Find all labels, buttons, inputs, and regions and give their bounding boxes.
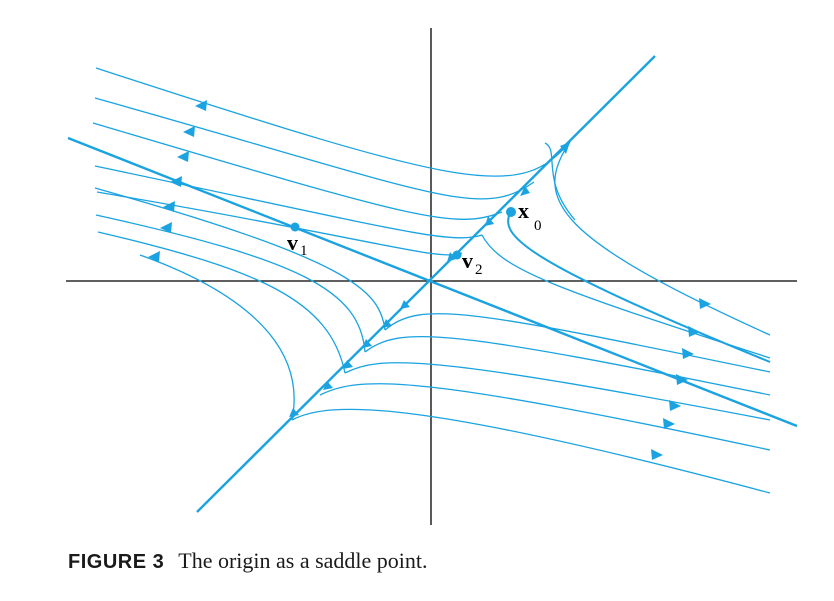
trajectory xyxy=(344,362,771,421)
point-v1 xyxy=(290,222,300,232)
arrow-icon xyxy=(183,126,195,137)
arrow-icon xyxy=(160,222,172,233)
arrow-icon xyxy=(651,449,663,460)
arrow-icon xyxy=(177,151,189,162)
arrowheads xyxy=(148,100,711,460)
figure-caption: FIGURE 3 The origin as a saddle point. xyxy=(68,548,428,574)
arrow-icon xyxy=(663,418,675,429)
trajectory xyxy=(544,142,576,221)
arrow-icon xyxy=(485,216,494,226)
point-x0 xyxy=(506,207,516,217)
caption-text: The origin as a saddle point. xyxy=(178,548,428,573)
label-v2: v xyxy=(462,248,473,273)
arrow-icon xyxy=(682,348,694,359)
trajectory xyxy=(94,165,483,239)
arrow-icon xyxy=(163,201,175,212)
eigenline-v2 xyxy=(196,55,656,513)
label-x0-sub: 0 xyxy=(534,218,542,234)
trajectory xyxy=(95,67,571,177)
arrow-icon xyxy=(343,360,353,369)
arrow-icon xyxy=(560,142,570,154)
trajectory xyxy=(319,383,771,451)
label-x0: x xyxy=(518,198,529,223)
trajectory xyxy=(554,141,771,336)
trajectory xyxy=(481,234,771,359)
label-v1-sub: 1 xyxy=(300,243,308,259)
arrow-icon xyxy=(688,326,700,337)
arrow-icon xyxy=(400,300,410,309)
trajectory-from-x0 xyxy=(507,212,771,363)
arrow-icon xyxy=(447,252,456,262)
point-v2 xyxy=(452,250,462,260)
arrow-icon xyxy=(669,400,681,411)
trajectory xyxy=(94,97,535,200)
caption-number: FIGURE 3 xyxy=(68,551,165,573)
trajectory xyxy=(139,254,295,421)
arrow-icon xyxy=(195,100,207,111)
label-v2-sub: 2 xyxy=(475,262,483,278)
arrow-icon xyxy=(323,381,333,390)
trajectory xyxy=(97,231,346,374)
trajectory xyxy=(364,335,771,396)
trajectory xyxy=(94,187,386,331)
label-v1: v xyxy=(287,230,298,255)
arrow-icon xyxy=(362,339,372,348)
arrow-icon xyxy=(699,298,711,309)
arrow-icon xyxy=(148,251,160,262)
arrow-icon xyxy=(289,408,299,417)
arrow-icon xyxy=(170,176,182,187)
arrow-icon xyxy=(520,186,530,196)
trajectory xyxy=(92,122,503,220)
arrow-icon xyxy=(676,374,688,385)
trajectory xyxy=(384,313,771,373)
trajectory xyxy=(95,214,366,353)
arrow-icon xyxy=(382,319,392,328)
trajectory xyxy=(291,408,771,494)
